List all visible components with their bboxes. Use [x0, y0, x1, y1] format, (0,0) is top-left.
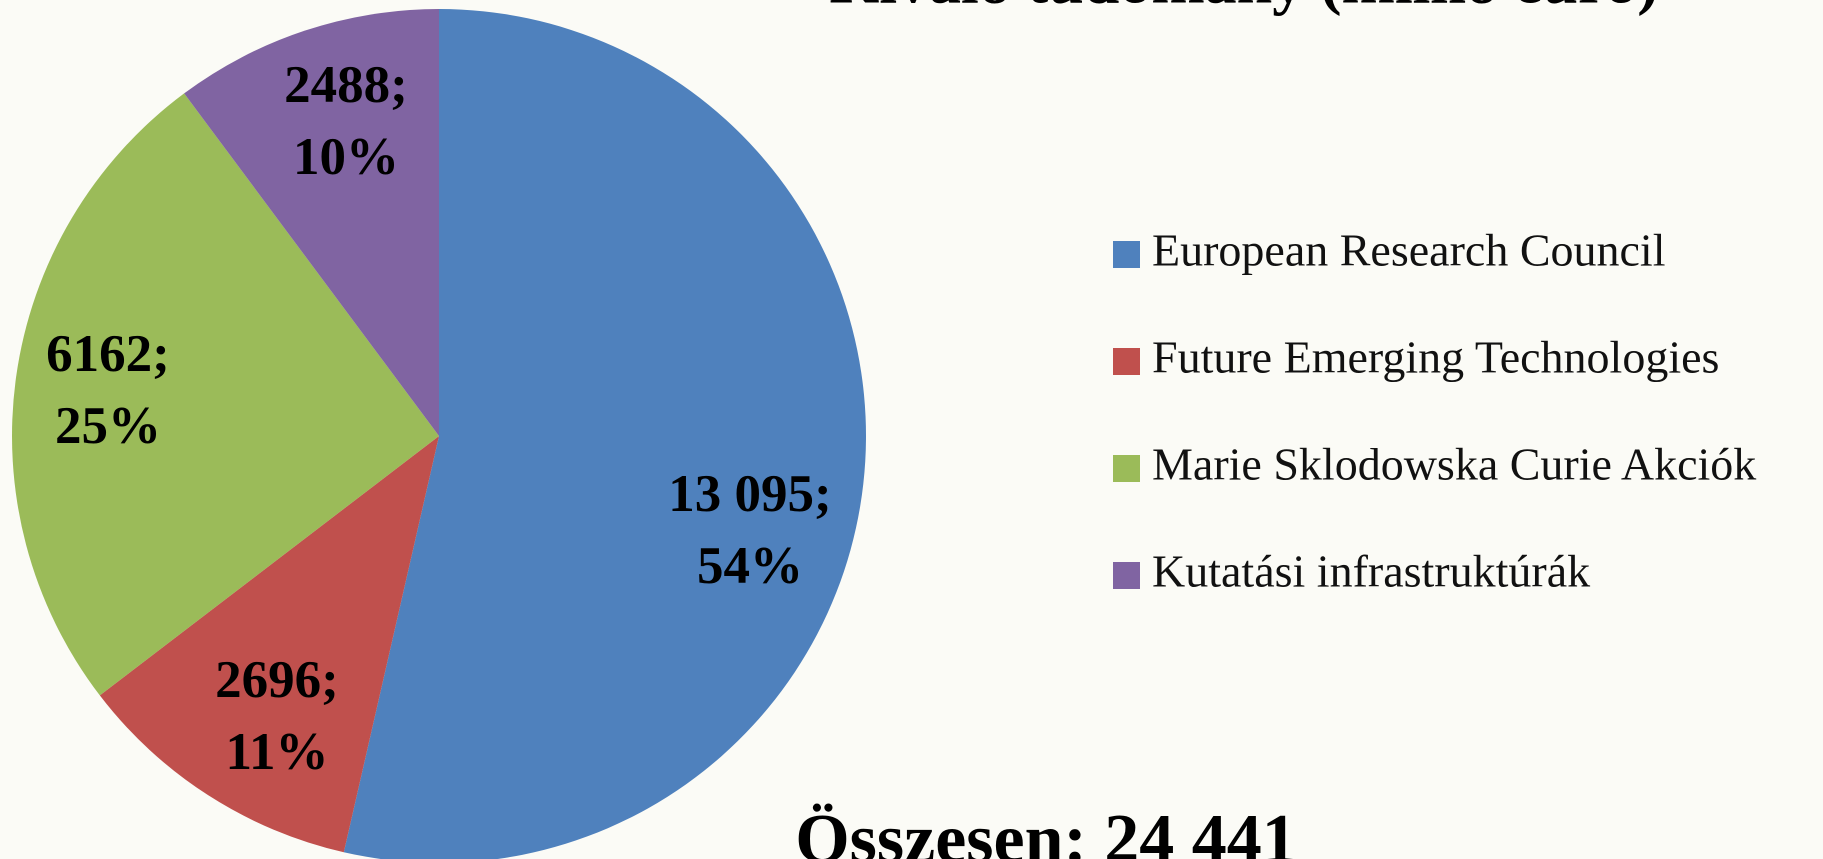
percent-label: 10% [293, 128, 399, 186]
pie-slice [11, 93, 439, 696]
legend-label: Kutatási infrastruktúrák [1152, 546, 1590, 597]
percent-label: 25% [55, 397, 161, 455]
data-label: 13 095; [668, 465, 831, 523]
chart-title: Kiváló tudomány (millió euro) [829, 0, 1658, 17]
percent-label: 54% [697, 537, 803, 595]
legend-swatch [1113, 455, 1140, 482]
pie-slice [343, 9, 866, 859]
data-label: 2488; [284, 56, 408, 114]
data-label: 2696; [215, 651, 339, 709]
legend-label: European Research Council [1152, 225, 1665, 276]
legend-label: Marie Sklodowska Curie Akciók [1152, 439, 1756, 490]
legend-swatch [1113, 241, 1140, 268]
percent-label: 11% [225, 723, 328, 781]
legend-swatch [1113, 562, 1140, 589]
pie-slice [184, 9, 439, 436]
total-label: Összesen: 24 441 [795, 801, 1297, 859]
data-label: 6162; [46, 325, 170, 383]
legend-label: Future Emerging Technologies [1152, 332, 1719, 383]
pie-slice [99, 436, 439, 853]
legend-swatch [1113, 348, 1140, 375]
